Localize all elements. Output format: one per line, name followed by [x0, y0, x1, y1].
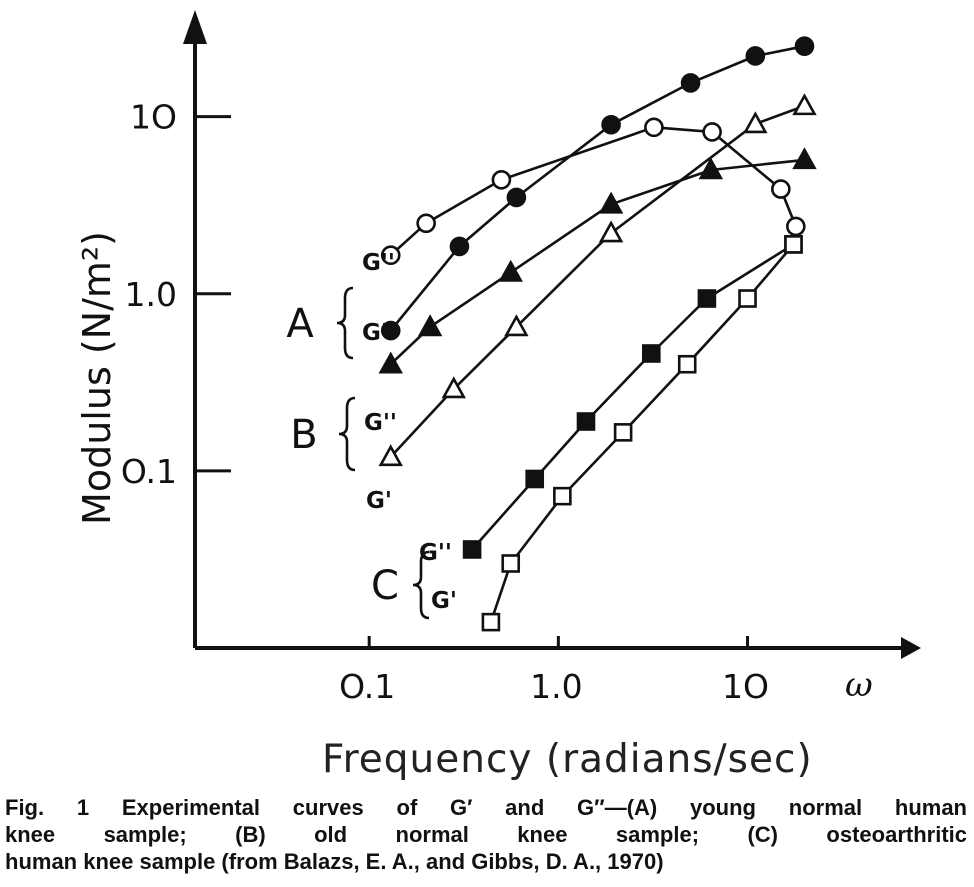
series-label-B-gp: G'	[366, 488, 392, 514]
series-A-Gpp	[380, 117, 806, 266]
point-5-1	[501, 554, 521, 573]
series-C-Gp	[481, 235, 803, 632]
caption-line-3: human knee sample (from Balazs, E. A., a…	[5, 849, 664, 874]
x-axis-symbol: ω	[845, 665, 873, 705]
point-0-3	[644, 117, 664, 138]
series-layer	[378, 36, 817, 632]
modulus-frequency-chart: O.1 1.0 1O O.1 1.0 1O ω Modulus (N/m²) A G'' G' B G…	[75, 10, 921, 706]
point-5-5	[738, 289, 757, 308]
point-4-0	[462, 540, 482, 559]
series-line-1	[389, 44, 805, 332]
point-1-5	[745, 46, 766, 66]
point-5-2	[553, 486, 572, 506]
group-label-A: A	[286, 301, 314, 347]
y-tick-label-0: O.1	[121, 452, 177, 491]
y-tick-label-1: 1.0	[125, 275, 177, 314]
figure-caption: Fig. 1 Experimental curves of G′ and G″—…	[5, 794, 967, 875]
point-4-2	[576, 412, 596, 431]
series-label-A-gp: G'	[362, 320, 388, 346]
series-label-B-gpp: G''	[364, 410, 397, 436]
point-2-4	[698, 157, 724, 180]
x-tick-label-0: O.1	[339, 667, 395, 706]
x-axis-arrowhead	[901, 637, 921, 659]
series-label-C-gp: G'	[431, 588, 457, 614]
x-tick-label-1: 1.0	[530, 667, 582, 706]
point-0-2	[491, 169, 512, 190]
point-4-1	[525, 469, 545, 489]
series-C-Gpp	[462, 235, 803, 559]
axes: O.1 1.0 1O O.1 1.0 1O ω Modulus (N/m²)	[75, 10, 921, 706]
point-3-5	[792, 93, 817, 116]
series-B-Gpp	[378, 147, 817, 374]
point-1-1	[449, 236, 470, 257]
point-4-3	[642, 344, 661, 363]
point-1-0	[380, 320, 401, 341]
y-axis-arrowhead	[183, 10, 207, 44]
point-2-3	[598, 191, 624, 214]
point-1-3	[601, 114, 621, 135]
y-axis-title: Modulus (N/m²)	[75, 231, 119, 525]
point-3-3	[598, 220, 624, 243]
caption-line-1: Fig. 1 Experimental curves of G′ and G″—…	[5, 795, 967, 820]
point-2-1	[417, 314, 443, 337]
series-line-0	[389, 126, 798, 257]
point-5-6	[784, 235, 803, 254]
x-tick-label-2: 1O	[722, 667, 769, 706]
point-5-0	[481, 612, 501, 632]
caption-line-2: knee sample; (B) old normal knee sample;…	[5, 822, 967, 847]
y-tick-label-2: 1O	[130, 98, 177, 137]
point-3-2	[504, 314, 529, 337]
point-0-1	[416, 213, 436, 234]
annotations: A G'' G' B G'' G' C G'' G'	[286, 250, 457, 620]
series-line-3	[389, 104, 805, 458]
point-0-6	[786, 216, 806, 237]
point-4-4	[697, 289, 717, 308]
group-brace-B	[338, 396, 356, 472]
group-brace-C	[412, 550, 430, 620]
point-5-4	[677, 354, 697, 374]
point-5-3	[613, 423, 633, 442]
point-0-5	[771, 179, 791, 199]
point-3-4	[743, 111, 768, 134]
series-A-Gp	[380, 36, 815, 341]
series-line-2	[389, 158, 805, 366]
point-1-2	[506, 187, 527, 208]
group-label-B: B	[290, 412, 317, 458]
point-2-0	[378, 351, 403, 374]
point-2-2	[498, 259, 523, 282]
group-brace-A	[336, 286, 354, 360]
point-3-0	[378, 444, 403, 467]
point-2-5	[792, 147, 817, 170]
series-label-A-gpp: G''	[362, 250, 395, 276]
series-B-Gp	[378, 93, 817, 467]
point-0-4	[702, 122, 722, 142]
series-label-C-gpp: G''	[419, 540, 452, 566]
x-axis-title: Frequency (radians/sec)	[322, 737, 813, 782]
series-line-4	[471, 243, 795, 551]
point-3-1	[441, 376, 466, 399]
point-1-6	[794, 36, 815, 56]
group-label-C: C	[371, 563, 399, 609]
point-1-4	[680, 73, 701, 93]
point-0-0	[380, 245, 401, 266]
